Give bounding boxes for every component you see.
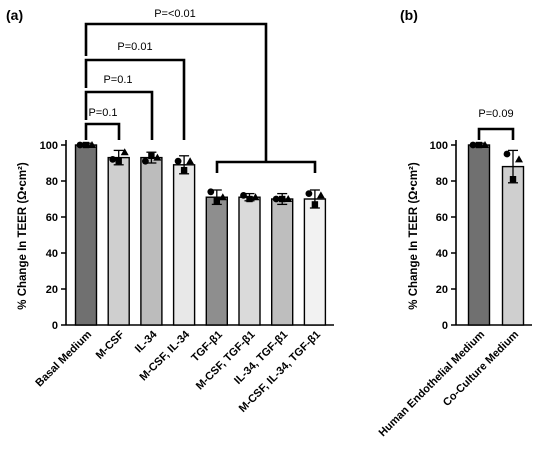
bracket-tgf-group <box>215 160 317 173</box>
y-tick-label: 0 <box>442 320 448 332</box>
data-point-triangle <box>186 157 195 165</box>
y-tick-label: 40 <box>436 248 448 260</box>
data-point-square <box>246 195 253 203</box>
category-label: M-CSF, TGF-β1 <box>194 329 258 393</box>
panel-b-plot: 0 20 40 60 80 100 Human Endothelial MediumCo-… <box>377 140 532 439</box>
bar <box>172 164 196 326</box>
panel-a-significance-brackets: P=0.1 P=0.1 P=0.01 P=<0.01 <box>84 8 317 173</box>
bar <box>74 144 98 326</box>
y-tick-label: 100 <box>430 140 448 152</box>
panel-b-significance-bracket: P=0.09 <box>477 108 515 140</box>
y-tick-label: 80 <box>46 176 58 188</box>
y-tick-label: 60 <box>436 212 448 224</box>
bracket-basal-vs-mcsf <box>84 122 121 140</box>
panel-a-label: (a) <box>6 7 23 23</box>
data-point-circle <box>305 190 313 198</box>
p-value-basal-vs-mcsf: P=0.1 <box>88 107 117 119</box>
bracket-basal-vs-mcsf-il34 <box>84 58 186 140</box>
bracket-basal-vs-tgf-group <box>84 22 268 162</box>
bar <box>205 196 229 326</box>
panel-b-label: (b) <box>400 7 418 23</box>
data-point-circle <box>174 157 182 165</box>
y-tick-label: 0 <box>52 320 58 332</box>
data-point-square <box>180 167 188 174</box>
y-tick-label: 20 <box>436 284 448 296</box>
bar <box>467 144 491 326</box>
p-value-hem-vs-coculture: P=0.09 <box>478 108 513 120</box>
data-point-circle <box>272 195 280 203</box>
data-point-square <box>311 201 319 208</box>
data-point-circle <box>76 141 84 149</box>
data-point-square <box>115 158 122 165</box>
p-value-basal-vs-tgf-group: P=<0.01 <box>154 8 196 20</box>
data-point-circle <box>240 192 247 199</box>
panel-a-bars <box>74 144 327 326</box>
category-label: Basal Medium <box>33 328 94 389</box>
bar <box>140 156 163 326</box>
p-value-basal-vs-mcsf-il34: P=0.01 <box>117 41 152 53</box>
data-point-circle <box>142 157 149 165</box>
y-tick-label: 20 <box>46 284 58 296</box>
data-point-square <box>213 197 220 204</box>
category-label: M-CSF <box>94 328 127 361</box>
p-value-basal-vs-il34: P=0.1 <box>103 74 132 86</box>
data-point-circle <box>207 188 215 196</box>
category-label: IL-34 <box>133 328 160 355</box>
data-point-triangle <box>251 193 260 201</box>
y-tick-label: 80 <box>436 176 448 188</box>
data-point-square <box>148 152 155 159</box>
panel-b-y-ticks: 0 20 40 60 80 100 <box>430 140 456 332</box>
data-point-triangle <box>120 148 129 156</box>
bracket-hem-vs-coculture <box>477 127 515 140</box>
panel-a-error-bars <box>81 142 320 209</box>
data-point-square <box>475 141 483 149</box>
data-point-square <box>279 195 286 203</box>
data-point-triangle <box>481 141 489 148</box>
data-point-triangle <box>153 153 162 161</box>
panel-b-bars <box>467 144 525 326</box>
bar <box>238 196 261 326</box>
bar <box>303 198 327 326</box>
panel-a-data-points <box>76 141 325 208</box>
bar <box>501 165 525 326</box>
panel-b-data-points <box>469 141 523 183</box>
data-point-circle <box>469 141 477 149</box>
data-point-circle <box>503 150 511 158</box>
bracket-basal-vs-il34 <box>84 90 154 140</box>
data-point-triangle <box>218 193 227 201</box>
data-point-triangle <box>284 195 293 202</box>
data-point-circle <box>109 156 117 163</box>
panel-b-y-axis-title: % Change In TEER (Ω•cm²) <box>408 162 420 310</box>
data-point-triangle <box>88 141 96 148</box>
y-tick-label: 100 <box>40 140 58 152</box>
panel-a-category-labels: Basal Medium M-CSF IL-34M-CSF, IL-34TGF-β1… <box>33 328 323 415</box>
data-point-triangle <box>316 191 325 199</box>
y-tick-label: 40 <box>46 248 58 260</box>
y-tick-label: 60 <box>46 212 58 224</box>
data-point-square <box>509 176 517 183</box>
bar <box>107 156 130 326</box>
data-point-triangle <box>515 155 523 163</box>
bar <box>271 198 294 326</box>
data-point-square <box>82 141 90 149</box>
panel-a-y-axis-title: % Change In TEER (Ω•cm²) <box>17 162 29 310</box>
panel-a-y-ticks: 0 20 40 60 80 100 <box>40 140 66 332</box>
